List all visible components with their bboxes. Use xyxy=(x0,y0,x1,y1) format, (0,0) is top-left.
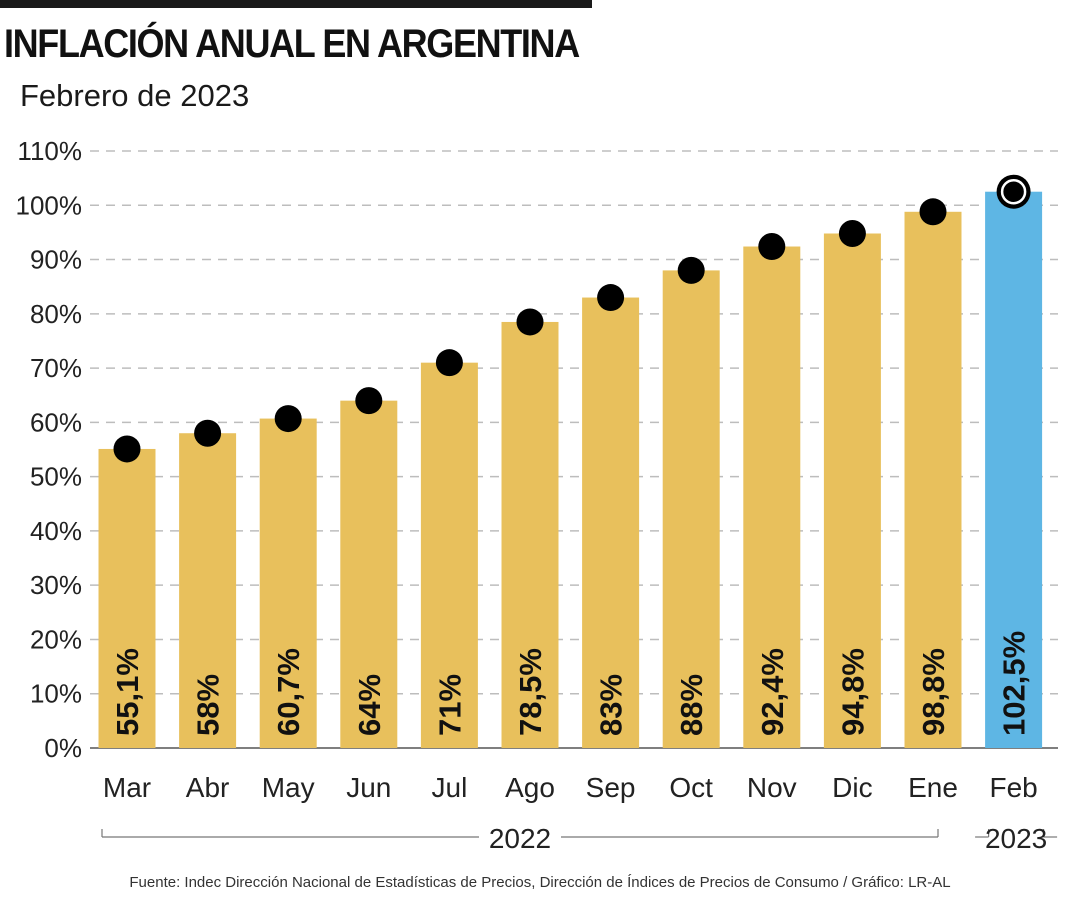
value-dot xyxy=(838,219,866,247)
value-dot xyxy=(677,256,705,284)
y-tick-label: 50% xyxy=(30,462,82,492)
bar-chart: 0% 10% 20% 30% 40% 50% 60% 70% 80% 90% 100% 110% 55… xyxy=(16,136,1058,854)
value-dot xyxy=(758,233,786,261)
value-dots xyxy=(113,174,1031,463)
bar-ago xyxy=(501,321,559,748)
y-tick-label: 30% xyxy=(30,570,82,600)
value-label: 98,8% xyxy=(916,648,951,736)
value-label: 60,7% xyxy=(271,648,306,736)
year-label: 2023 xyxy=(985,823,1047,854)
bar-oct xyxy=(662,270,720,748)
x-tick-label: Nov xyxy=(747,772,797,803)
x-tick-label: Abr xyxy=(186,772,230,803)
bar-may xyxy=(259,418,317,748)
value-dot-ring xyxy=(1000,178,1027,205)
y-tick-label: 0% xyxy=(44,733,82,763)
value-label: 78,5% xyxy=(513,648,548,736)
x-tick-label: Sep xyxy=(586,772,636,803)
value-dot xyxy=(194,419,222,447)
y-tick-label: 10% xyxy=(30,679,82,709)
x-tick-label: Oct xyxy=(669,772,713,803)
y-tick-label: 100% xyxy=(16,190,83,220)
bar-jun xyxy=(340,400,398,748)
value-label: 55,1% xyxy=(110,648,145,736)
value-label: 64% xyxy=(352,674,387,736)
bar-feb xyxy=(985,191,1043,749)
value-dot xyxy=(435,349,463,377)
x-tick-label: Jul xyxy=(432,772,468,803)
y-tick-label: 90% xyxy=(30,245,82,275)
year-label: 2022 xyxy=(489,823,551,854)
y-tick-label: 80% xyxy=(30,299,82,329)
value-dot xyxy=(355,387,383,415)
x-tick-label: Feb xyxy=(989,772,1037,803)
value-label: 71% xyxy=(432,674,467,736)
y-tick-label: 70% xyxy=(30,353,82,383)
x-tick-label: Ene xyxy=(908,772,958,803)
x-tick-label: Ago xyxy=(505,772,555,803)
bar-jul xyxy=(420,362,478,748)
value-dot xyxy=(597,284,625,312)
value-dot xyxy=(516,308,544,336)
bar-dic xyxy=(823,233,881,748)
bar-nov xyxy=(743,246,801,748)
value-label: 102,5% xyxy=(997,631,1032,736)
y-tick-label: 40% xyxy=(30,516,82,546)
y-tick-label: 110% xyxy=(17,136,82,166)
x-tick-label: Mar xyxy=(103,772,151,803)
gridlines xyxy=(90,150,1058,749)
chart-title: INFLACIÓN ANUAL EN ARGENTINA xyxy=(4,22,580,66)
value-label: 94,8% xyxy=(835,648,870,736)
value-label: 88% xyxy=(674,674,709,736)
value-label: 83% xyxy=(594,674,629,736)
value-label: 92,4% xyxy=(755,648,790,736)
value-label: 58% xyxy=(191,674,226,736)
bar-ene xyxy=(904,211,962,748)
bar-mar xyxy=(98,448,156,748)
value-labels: 55,1% 58% 60,7% 64% 71% 78,5% 83% 88% 92,4% 94,8%… xyxy=(110,631,1032,736)
x-tick-label: Jun xyxy=(346,772,391,803)
y-tick-label: 60% xyxy=(30,407,82,437)
source-note: Fuente: Indec Dirección Nacional de Esta… xyxy=(129,874,951,891)
year-brackets: 2022 2023 xyxy=(101,823,1058,854)
x-axis-categories: Mar Abr May Jun Jul Ago Sep Oct Nov Dic Ene Feb xyxy=(103,772,1038,803)
top-rule xyxy=(0,0,592,8)
x-tick-label: Dic xyxy=(832,772,872,803)
chart-subtitle: Febrero de 2023 xyxy=(20,78,250,113)
value-dot xyxy=(274,405,302,433)
value-dot xyxy=(919,198,947,226)
y-tick-label: 20% xyxy=(30,624,82,654)
bar-abr xyxy=(179,433,237,748)
value-dot xyxy=(113,435,141,463)
x-tick-label: May xyxy=(262,772,315,803)
bars xyxy=(98,191,1043,749)
y-axis-ticks: 0% 10% 20% 30% 40% 50% 60% 70% 80% 90% 100% 110% xyxy=(16,136,83,763)
bar-sep xyxy=(582,297,640,748)
